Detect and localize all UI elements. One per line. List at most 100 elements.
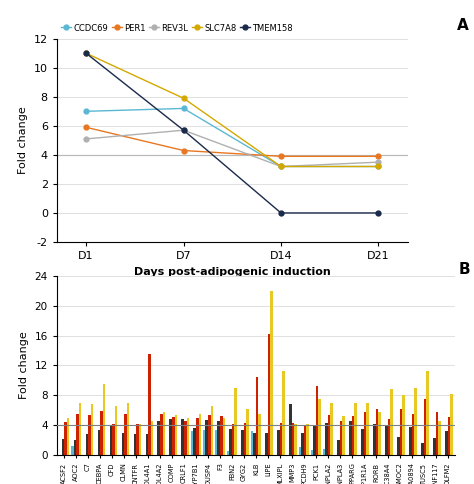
Bar [66, 418, 69, 455]
Bar [349, 422, 352, 455]
Bar [414, 388, 417, 455]
Bar [299, 448, 301, 455]
Bar [229, 429, 232, 455]
Bar [410, 427, 412, 455]
Bar [76, 414, 79, 455]
Bar [330, 403, 333, 455]
Bar [196, 418, 199, 455]
Bar [251, 431, 254, 455]
Bar [402, 395, 405, 455]
Bar [170, 419, 172, 455]
Bar [397, 437, 400, 455]
Bar [62, 439, 64, 455]
Bar [138, 424, 141, 455]
TMEM158 [83, 50, 89, 56]
Bar [325, 423, 328, 455]
Bar [205, 420, 208, 455]
Bar [115, 407, 117, 455]
Bar [424, 399, 427, 455]
Bar [342, 416, 345, 455]
Bar [313, 426, 316, 455]
Bar [374, 424, 376, 455]
REV3L [278, 164, 284, 169]
Bar [352, 416, 355, 455]
Bar [235, 388, 237, 455]
Bar [71, 446, 73, 455]
TMEM158 [278, 210, 284, 216]
Bar [222, 418, 225, 455]
Bar [254, 433, 256, 455]
Bar [203, 430, 205, 455]
SLC7A8 [181, 95, 186, 101]
CCDC69 [278, 164, 284, 169]
Bar [340, 421, 342, 455]
Bar [400, 408, 402, 455]
Bar [191, 431, 193, 455]
Bar [446, 431, 448, 455]
Bar [294, 424, 297, 455]
Bar [311, 451, 313, 455]
Bar [364, 412, 366, 455]
CCDC69 [83, 108, 89, 114]
Bar [301, 433, 304, 455]
PER1 [181, 148, 186, 153]
Line: TMEM158: TMEM158 [84, 51, 381, 215]
Bar [258, 414, 261, 455]
Bar [64, 422, 66, 455]
Bar [151, 422, 153, 455]
Bar [210, 407, 213, 455]
Bar [376, 408, 378, 455]
Bar [218, 421, 220, 455]
Bar [160, 414, 163, 455]
Line: SLC7A8: SLC7A8 [84, 51, 381, 169]
Bar [232, 424, 235, 455]
Bar [307, 424, 309, 455]
Bar [316, 386, 319, 455]
Bar [227, 451, 229, 455]
Bar [102, 384, 105, 455]
Bar [184, 422, 187, 455]
CCDC69 [375, 164, 381, 169]
Bar [421, 443, 424, 455]
Bar [172, 417, 174, 455]
Bar [328, 415, 330, 455]
Bar [79, 403, 81, 455]
Bar [268, 334, 271, 455]
Bar [127, 403, 129, 455]
Bar [388, 419, 391, 455]
CCDC69 [181, 106, 186, 111]
REV3L [375, 159, 381, 165]
Line: CCDC69: CCDC69 [84, 106, 381, 169]
Bar [85, 434, 88, 455]
Bar [378, 412, 381, 455]
Bar [193, 428, 196, 455]
PER1 [83, 124, 89, 130]
Bar [182, 419, 184, 455]
Y-axis label: Fold change: Fold change [18, 106, 28, 174]
Bar [290, 404, 292, 455]
Bar [427, 371, 429, 455]
Bar [361, 429, 364, 455]
Bar [412, 414, 414, 455]
PER1 [278, 153, 284, 159]
Bar [174, 415, 177, 455]
Bar [148, 354, 151, 455]
Bar [319, 399, 321, 455]
Bar [450, 394, 453, 455]
TMEM158 [375, 210, 381, 216]
Bar [241, 430, 244, 455]
Bar [355, 403, 357, 455]
Bar [436, 412, 438, 455]
Bar [246, 408, 249, 455]
Bar [73, 440, 76, 455]
Bar [433, 438, 436, 455]
SLC7A8 [278, 164, 284, 169]
Text: B: B [459, 261, 471, 276]
Bar [146, 434, 148, 455]
Y-axis label: Fold change: Fold change [19, 332, 29, 399]
Bar [244, 423, 246, 455]
Bar [124, 414, 127, 455]
SLC7A8 [83, 50, 89, 56]
Line: REV3L: REV3L [84, 128, 381, 169]
Bar [215, 430, 218, 455]
